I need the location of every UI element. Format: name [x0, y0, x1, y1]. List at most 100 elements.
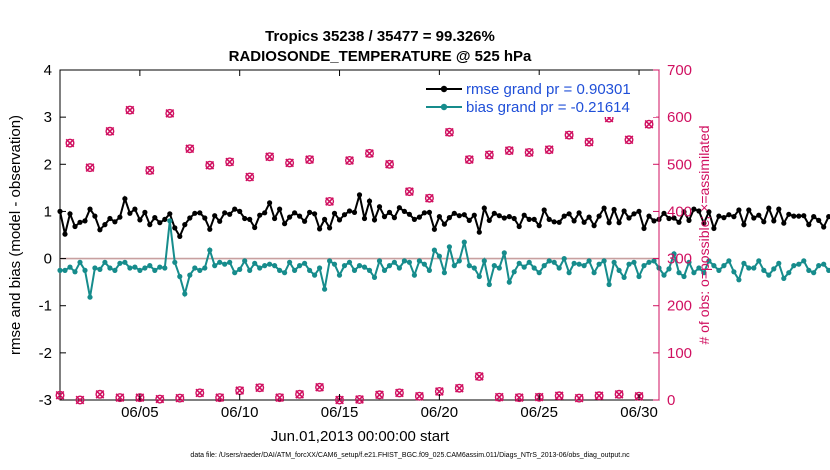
bias-point [297, 263, 303, 269]
obs-assimilated-marker [325, 197, 334, 206]
obs-assimilated-marker [425, 193, 434, 203]
bias-point [237, 266, 243, 272]
bias-point [82, 267, 88, 273]
rmse-point [122, 196, 128, 202]
rmse-point [297, 213, 303, 219]
rmse-point [671, 215, 677, 221]
rmse-point [611, 206, 617, 213]
obs-possible-marker [295, 389, 305, 399]
rmse-point [701, 220, 707, 226]
bias-point [581, 263, 587, 269]
bias-point [272, 263, 278, 269]
obs-possible-marker [305, 155, 315, 165]
rmse-point [636, 208, 642, 214]
obs-possible-marker [185, 144, 195, 154]
bias-point [486, 281, 492, 288]
rmse-point [826, 214, 830, 220]
y-tick-label: -1 [39, 298, 52, 315]
bias-point [751, 265, 757, 271]
obs-possible-marker [365, 148, 375, 158]
obs-assimilated-marker [494, 392, 504, 402]
rmse-point [556, 219, 562, 225]
y2-tick-label: 0 [667, 392, 675, 409]
rmse-point [317, 226, 323, 232]
bias-point [67, 264, 73, 270]
rmse-point [626, 215, 632, 221]
bias-point [716, 267, 722, 273]
bias-point [247, 267, 253, 273]
bias-point [77, 259, 83, 265]
rmse-point [806, 222, 812, 228]
obs-possible-marker [55, 390, 65, 400]
bias-point [117, 260, 123, 266]
obs-assimilated-marker [255, 383, 265, 393]
obs-possible-marker [135, 393, 145, 403]
obs-possible-marker [315, 382, 325, 392]
rmse-point [192, 210, 198, 216]
rmse-point [237, 208, 243, 214]
rmse-point [651, 218, 657, 224]
bias-point [127, 265, 133, 271]
bias-point [756, 258, 762, 264]
rmse-point [202, 215, 208, 221]
obs-assimilated-marker [444, 127, 454, 137]
bias-point [731, 269, 737, 275]
bias-point [641, 263, 647, 269]
bias-point [501, 250, 507, 256]
rmse-point [461, 212, 467, 218]
bias-point [591, 270, 597, 276]
rmse-point [736, 207, 742, 213]
rmse-point [476, 229, 482, 235]
bias-point [72, 269, 78, 275]
obs-assimilated-marker [105, 126, 115, 136]
bias-point [142, 265, 148, 271]
bias-point [651, 258, 657, 264]
bias-point [481, 258, 487, 264]
bias-point [466, 263, 472, 269]
rmse-point [741, 222, 747, 228]
obs-possible-marker [85, 163, 95, 173]
bias-point [686, 259, 692, 265]
bias-point [646, 259, 652, 265]
rmse-point [167, 211, 173, 217]
bias-point [431, 247, 437, 253]
bias-point [811, 270, 817, 276]
rmse-point [691, 206, 697, 212]
bias-point [222, 261, 228, 267]
bias-point [192, 265, 198, 271]
x-axis-label: Jun.01,2013 00:00:00 start [271, 428, 450, 445]
legend-rmse-label: rmse grand pr = 0.90301 [466, 81, 631, 98]
rmse-point [92, 213, 98, 219]
bias-point [471, 265, 477, 271]
legend-box [420, 75, 656, 117]
bias-point [312, 272, 318, 278]
obs-assimilated-marker [225, 157, 235, 167]
bias-point [102, 259, 108, 265]
rmse-point [756, 212, 762, 218]
obs-assimilated-marker [165, 109, 175, 118]
y2-tick-label: 300 [667, 251, 692, 268]
obs-possible-marker [225, 157, 235, 167]
bias-point [801, 258, 807, 264]
rmse-point [137, 217, 143, 223]
y-tick-label: 3 [44, 109, 52, 126]
rmse-point [791, 213, 797, 219]
bias-point [182, 291, 188, 297]
bias-point [162, 265, 168, 271]
obs-possible-marker [554, 391, 564, 401]
obs-possible-marker [494, 392, 504, 402]
bias-point [781, 275, 787, 281]
rmse-point [606, 220, 612, 226]
bias-point [701, 270, 707, 276]
rmse-point [77, 219, 83, 225]
bias-point [97, 266, 103, 272]
obs-assimilated-marker [65, 138, 75, 148]
obs-assimilated-marker [295, 389, 304, 399]
rmse-point [481, 205, 487, 211]
rmse-point [257, 212, 263, 218]
rmse-point [67, 211, 73, 217]
bias-point [351, 267, 358, 273]
rmse-point [322, 216, 328, 222]
bias-point [381, 267, 388, 273]
obs-possible-marker [624, 135, 634, 145]
